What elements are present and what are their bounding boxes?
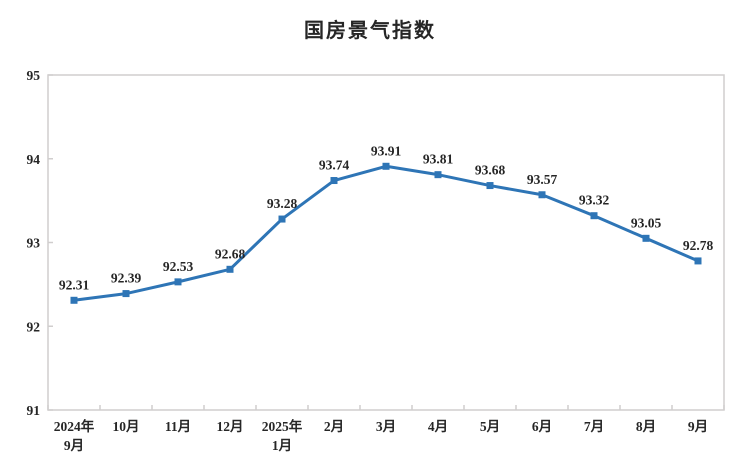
data-label: 93.32 — [579, 193, 610, 208]
data-point-marker — [382, 162, 390, 170]
data-point-marker — [486, 182, 494, 190]
data-point-marker — [694, 257, 702, 265]
y-axis-label: 94 — [27, 152, 41, 167]
data-label: 92.39 — [111, 271, 142, 286]
plot-border — [47, 74, 725, 411]
x-axis-label: 2025年 — [262, 418, 303, 434]
data-label: 92.78 — [683, 238, 714, 253]
data-point-marker — [174, 278, 182, 286]
x-axis-label: 1月 — [272, 438, 292, 453]
data-label: 92.68 — [215, 246, 246, 261]
y-axis-label: 91 — [27, 403, 41, 418]
x-axis-label: 11月 — [165, 419, 191, 434]
y-axis-label: 95 — [27, 68, 41, 83]
x-axis-label: 4月 — [428, 419, 448, 434]
x-axis-label: 12月 — [217, 419, 244, 434]
x-axis-label: 10月 — [113, 419, 140, 434]
data-point-marker — [642, 234, 650, 242]
x-axis-label: 2月 — [324, 419, 344, 434]
data-label: 93.74 — [319, 158, 350, 173]
y-axis-label: 93 — [27, 236, 41, 251]
data-label: 92.53 — [163, 259, 194, 274]
data-point-marker — [122, 290, 130, 298]
data-point-marker — [70, 296, 78, 304]
data-label: 92.31 — [59, 277, 90, 292]
data-point-marker — [278, 215, 286, 223]
data-label: 93.68 — [475, 163, 506, 178]
data-point-marker — [330, 177, 338, 185]
x-axis-label: 7月 — [584, 419, 604, 434]
chart-title: 国房景气指数 — [304, 20, 436, 42]
x-axis-label: 9月 — [64, 438, 84, 453]
series-line — [72, 164, 700, 302]
x-axis-label: 8月 — [636, 419, 656, 434]
x-axis-label: 5月 — [480, 419, 500, 434]
data-label: 93.28 — [267, 196, 298, 211]
data-label: 93.81 — [423, 152, 454, 167]
data-point-marker — [538, 191, 546, 199]
data-point-marker — [226, 265, 234, 273]
data-label: 93.05 — [631, 215, 662, 230]
data-label: 93.91 — [371, 143, 402, 158]
x-axis-label: 3月 — [376, 419, 396, 434]
x-axis-label: 9月 — [688, 419, 708, 434]
x-axis-label: 2024年 — [54, 418, 95, 434]
data-label: 93.57 — [527, 172, 558, 187]
y-axis-label: 92 — [27, 319, 41, 334]
data-point-marker — [590, 212, 598, 220]
x-axis-label: 6月 — [532, 419, 552, 434]
data-point-marker — [434, 171, 442, 179]
